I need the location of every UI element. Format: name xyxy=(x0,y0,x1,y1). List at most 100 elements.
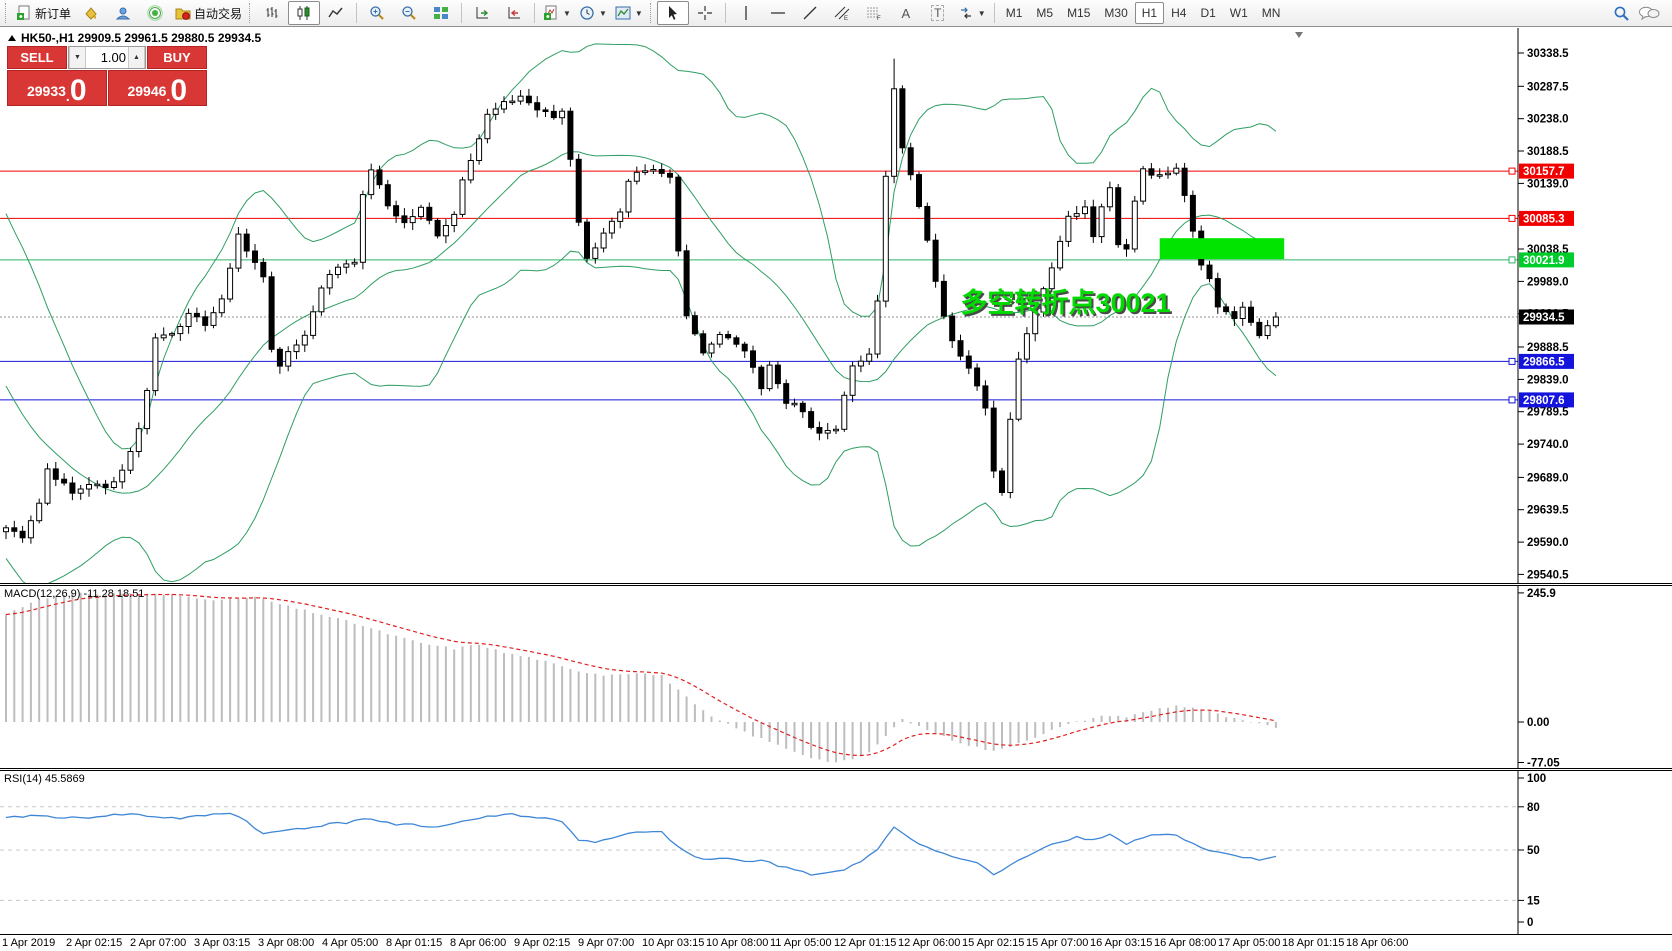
candle-body xyxy=(882,175,889,302)
timeframe-button-h4[interactable]: H4 xyxy=(1171,6,1187,20)
volume-stepper[interactable]: ▼ 1.00 ▲ xyxy=(68,46,146,69)
candle-body xyxy=(276,348,283,367)
candle-body xyxy=(542,109,549,113)
time-axis-label: 15 Apr 02:15 xyxy=(962,937,1025,949)
candle-body xyxy=(816,427,823,434)
svg-text:30085.3: 30085.3 xyxy=(1523,213,1565,225)
rsi-pane[interactable]: 100 80 50 15 0 RSI(14) 45.5869 xyxy=(0,771,1672,934)
candlestick-chart-button[interactable] xyxy=(288,1,321,25)
candle-body xyxy=(318,287,325,313)
one-click-trading-panel[interactable]: SELL ▼ 1.00 ▲ BUY 29933. 0 29946. 0 xyxy=(7,46,207,106)
pane-separator[interactable] xyxy=(0,583,1672,586)
trendline-tool-button[interactable] xyxy=(794,1,826,25)
profile-button[interactable] xyxy=(107,1,139,25)
chat-icon[interactable] xyxy=(1638,5,1660,21)
time-axis-label: 10 Apr 03:15 xyxy=(642,937,705,949)
periods-dropdown-caret[interactable]: ▼ xyxy=(598,8,607,18)
auto-scroll-button[interactable] xyxy=(466,1,498,25)
timeframe-button-m1[interactable]: M1 xyxy=(1005,6,1023,20)
candle-body xyxy=(227,267,234,300)
candle-body xyxy=(144,390,151,430)
candle-body xyxy=(1165,172,1171,176)
tile-windows-button[interactable] xyxy=(425,1,457,25)
templates-button[interactable]: ▼ xyxy=(611,1,647,25)
chart-area[interactable]: 多空转折点30021 多空转折点30021 30338.5 30287.5 30238.… xyxy=(0,28,1672,951)
candle-body xyxy=(3,527,9,533)
price-level-label xyxy=(1519,210,1574,226)
rsi-axis-tick-label: 50 xyxy=(1527,845,1540,857)
svg-text:29866.5: 29866.5 xyxy=(1523,356,1565,368)
candle-body xyxy=(384,184,391,207)
indicators-button[interactable]: ▼ xyxy=(539,1,575,25)
time-axis-label: 12 Apr 06:00 xyxy=(898,937,961,949)
zoom-in-icon xyxy=(370,6,384,20)
chart-shift-button[interactable] xyxy=(498,1,530,25)
candle-body xyxy=(1007,418,1014,493)
timeframe-button-d1[interactable]: D1 xyxy=(1200,6,1216,20)
market-watch-button[interactable] xyxy=(139,1,171,25)
candle-body xyxy=(359,194,366,263)
crosshair-tool-button[interactable] xyxy=(689,1,721,25)
templates-dropdown-caret[interactable]: ▼ xyxy=(634,8,643,18)
arrows-dropdown-caret[interactable]: ▼ xyxy=(977,8,986,18)
sell-button[interactable]: SELL xyxy=(7,46,67,69)
buy-price[interactable]: 29946. 0 xyxy=(107,70,207,107)
buy-button[interactable]: BUY xyxy=(147,46,207,69)
pane-separator[interactable] xyxy=(0,768,1672,771)
svg-text:29807.6: 29807.6 xyxy=(1523,395,1565,407)
periods-button[interactable]: ▼ xyxy=(575,1,611,25)
zoom-in-button[interactable] xyxy=(361,1,393,25)
volume-up-button[interactable]: ▲ xyxy=(128,47,145,68)
candle-body xyxy=(1023,333,1030,360)
time-axis-label: 17 Apr 05:00 xyxy=(1218,937,1281,949)
volume-value[interactable]: 1.00 xyxy=(100,50,126,65)
horizontal-line-tool-button[interactable] xyxy=(762,1,794,25)
arrows-tool-button[interactable]: ▼ xyxy=(954,1,990,25)
channel-tool-button[interactable]: E xyxy=(826,1,858,25)
candle-body xyxy=(824,430,831,434)
macd-pane[interactable]: 245.9 0.00 -77.05 MACD(12,26,9) -11.28 18.… xyxy=(0,586,1672,768)
vertical-line-tool-button[interactable] xyxy=(730,1,762,25)
candle-body xyxy=(218,298,225,314)
buy-price-big-digit: 0 xyxy=(170,74,187,107)
timeframe-button-mn[interactable]: MN xyxy=(1261,6,1281,20)
autotrading-button[interactable]: 自动交易 xyxy=(171,1,246,25)
time-axis[interactable]: 1 Apr 2019 2 Apr 02:15 2 Apr 07:00 3 Apr 03… xyxy=(0,934,1672,951)
candle-body xyxy=(467,160,474,181)
main-price-pane[interactable]: 多空转折点30021 多空转折点30021 30338.5 30287.5 30238.… xyxy=(0,28,1672,583)
timeframe-button-h1[interactable]: H1 xyxy=(1134,2,1165,24)
fibonacci-tool-button[interactable]: F xyxy=(858,1,890,25)
indicators-dropdown-caret[interactable]: ▼ xyxy=(563,8,571,18)
svg-text:30021.9: 30021.9 xyxy=(1523,255,1565,267)
bar-chart-button[interactable] xyxy=(256,1,288,25)
price-axis-tick-label: 29888.5 xyxy=(1527,342,1569,354)
chart-title-text: HK50-,H1 29909.5 29961.5 29880.5 29934.5 xyxy=(21,31,262,45)
candle-body xyxy=(1123,244,1130,250)
candle-body xyxy=(484,113,491,140)
styler-button[interactable] xyxy=(75,1,107,25)
tile-windows-icon xyxy=(434,7,449,19)
price-axis-tick-label: 29789.5 xyxy=(1527,407,1569,419)
search-icon[interactable] xyxy=(1613,5,1630,22)
line-chart-button[interactable] xyxy=(320,1,352,25)
cursor-tool-button[interactable] xyxy=(656,1,689,25)
sell-price[interactable]: 29933. 0 xyxy=(7,70,107,106)
timeframe-button-m30[interactable]: M30 xyxy=(1104,6,1128,20)
timeframe-button-m5[interactable]: M5 xyxy=(1036,6,1054,20)
chart-title: HK50-,H1 29909.5 29961.5 29880.5 29934.5 xyxy=(8,31,261,45)
candle-body xyxy=(916,174,922,208)
timeframe-button-w1[interactable]: W1 xyxy=(1229,6,1248,20)
label-tool-button[interactable]: T xyxy=(922,1,954,25)
timeframe-button-m15[interactable]: M15 xyxy=(1067,6,1091,20)
zoom-out-button[interactable] xyxy=(393,1,425,25)
new-order-button[interactable]: 新订单 xyxy=(12,1,75,25)
price-axis-tick-label: 29740.0 xyxy=(1527,439,1569,451)
main-chart-canvas[interactable]: 多空转折点30021多空转折点3002130338.530287.530238.… xyxy=(0,28,1672,583)
annotation-shadow: 多空转折点30021 xyxy=(963,289,1173,320)
candle-body xyxy=(924,206,931,241)
text-tool-button[interactable]: A xyxy=(890,1,922,25)
time-axis-label: 4 Apr 05:00 xyxy=(322,937,379,949)
candle-body xyxy=(135,428,142,453)
volume-down-button[interactable]: ▼ xyxy=(69,47,86,68)
